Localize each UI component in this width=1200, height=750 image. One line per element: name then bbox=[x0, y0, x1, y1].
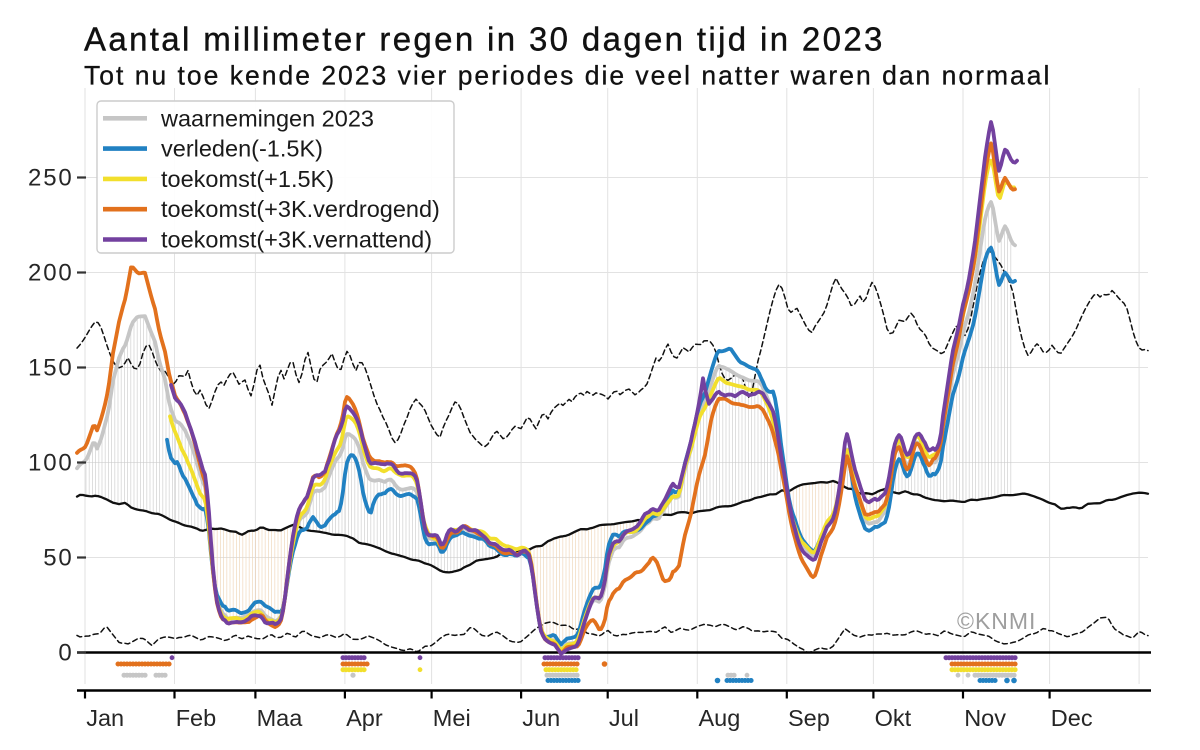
svg-text:Dec: Dec bbox=[1051, 705, 1093, 731]
svg-text:waarnemingen 2023: waarnemingen 2023 bbox=[160, 105, 374, 131]
svg-text:150: 150 bbox=[28, 355, 73, 382]
svg-text:Aug: Aug bbox=[699, 705, 741, 731]
svg-text:Aantal millimeter regen in 30: Aantal millimeter regen in 30 dagen tijd… bbox=[84, 21, 885, 58]
svg-text:Okt: Okt bbox=[875, 705, 912, 731]
svg-text:Apr: Apr bbox=[346, 705, 383, 731]
svg-text:Maa: Maa bbox=[257, 705, 304, 731]
svg-text:200: 200 bbox=[28, 260, 73, 287]
svg-text:Tot nu toe kende 2023 vier per: Tot nu toe kende 2023 vier periodes die … bbox=[84, 61, 1051, 91]
svg-text:250: 250 bbox=[28, 165, 73, 192]
svg-text:Mei: Mei bbox=[433, 705, 471, 731]
svg-text:0: 0 bbox=[58, 640, 73, 667]
svg-text:Nov: Nov bbox=[964, 705, 1006, 731]
svg-text:Feb: Feb bbox=[176, 705, 217, 731]
svg-text:Jun: Jun bbox=[522, 705, 560, 731]
svg-text:Sep: Sep bbox=[788, 705, 830, 731]
svg-text:toekomst(+3K.verdrogend): toekomst(+3K.verdrogend) bbox=[161, 196, 440, 222]
svg-text:toekomst(+1.5K): toekomst(+1.5K) bbox=[161, 166, 334, 192]
svg-text:verleden(-1.5K): verleden(-1.5K) bbox=[161, 136, 323, 162]
svg-text:Jul: Jul bbox=[609, 705, 639, 731]
svg-text:toekomst(+3K.vernattend): toekomst(+3K.vernattend) bbox=[161, 227, 432, 253]
svg-text:©KNMI: ©KNMI bbox=[957, 608, 1036, 634]
svg-text:50: 50 bbox=[43, 545, 73, 572]
svg-text:100: 100 bbox=[28, 450, 73, 477]
svg-text:Jan: Jan bbox=[86, 705, 124, 731]
